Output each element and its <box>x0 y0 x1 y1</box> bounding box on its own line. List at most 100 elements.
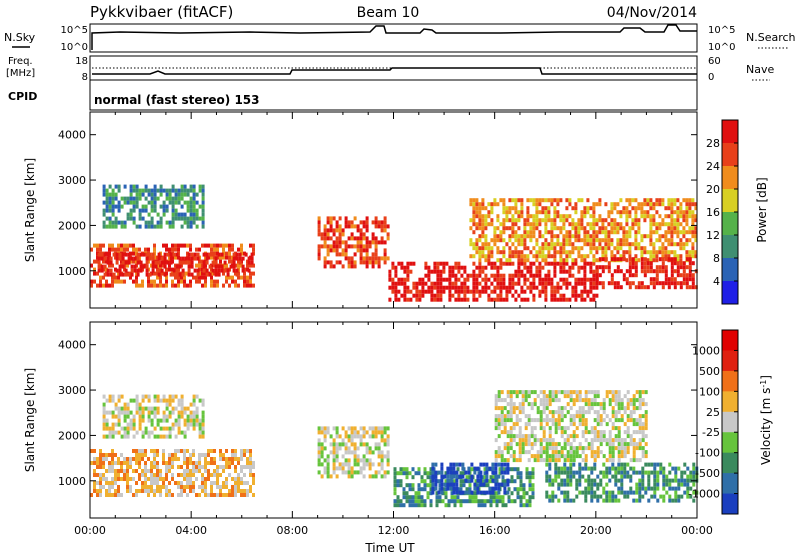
heatmap-cell <box>577 293 581 298</box>
heatmap-cell <box>688 273 692 278</box>
heatmap-cell <box>362 466 366 471</box>
heatmap-cell <box>421 285 425 290</box>
heatmap-region <box>90 449 255 497</box>
heatmap-cell <box>117 457 120 461</box>
heatmap-cell <box>574 230 578 235</box>
heatmap-cell <box>135 457 138 461</box>
heatmap-cell <box>317 438 321 443</box>
heatmap-cell <box>111 208 115 213</box>
heatmap-cell <box>529 238 533 243</box>
heatmap-cell <box>129 465 132 469</box>
heatmap-cell <box>608 418 612 423</box>
heatmap-cell <box>559 214 563 219</box>
heatmap-cell <box>631 222 635 227</box>
heatmap-cell <box>165 279 168 284</box>
heatmap-cell <box>680 470 684 475</box>
heatmap-cell <box>601 246 605 251</box>
heatmap-cell <box>517 210 521 215</box>
heatmap-cell <box>443 474 447 479</box>
heatmap-cell <box>469 238 473 243</box>
heatmap-cell <box>604 202 608 207</box>
heatmap-cell <box>481 234 485 239</box>
heatmap-cell <box>111 263 114 268</box>
heatmap-cell <box>429 467 433 472</box>
heatmap-cell <box>625 206 629 211</box>
power-ylabel: Slant Range [km] <box>23 158 37 262</box>
heatmap-cell <box>231 461 234 465</box>
heatmap-cell <box>183 453 186 457</box>
heatmap-cell <box>629 418 633 423</box>
heatmap-cell <box>589 238 593 243</box>
heatmap-cell <box>201 275 204 280</box>
heatmap-cell <box>550 218 554 223</box>
heatmap-cell <box>623 454 627 459</box>
heatmap-cell <box>478 214 482 219</box>
heatmap-cell <box>220 252 224 257</box>
heatmap-cell <box>171 453 174 457</box>
heatmap-cell <box>180 216 184 221</box>
heatmap-cell <box>632 406 636 411</box>
heatmap-cell <box>174 208 178 213</box>
heatmap-cell <box>156 196 160 201</box>
heatmap-cell <box>623 406 627 411</box>
heatmap-cell <box>365 430 369 435</box>
heatmap-cell <box>563 390 567 395</box>
heatmap-cell <box>574 238 578 243</box>
heatmap-cell <box>162 188 166 193</box>
heatmap-cell <box>661 261 665 266</box>
heatmap-cell <box>517 269 521 274</box>
heatmap-cell <box>138 247 141 252</box>
heatmap-cell <box>496 214 500 219</box>
heatmap-cell <box>593 450 597 455</box>
heatmap-cell <box>162 477 165 481</box>
heatmap-cell <box>626 402 630 407</box>
heatmap-cell <box>495 503 499 508</box>
heatmap-cell <box>578 394 582 399</box>
heatmap-cell <box>193 256 197 261</box>
heatmap-cell <box>100 256 104 261</box>
heatmap-cell <box>147 493 150 497</box>
heatmap-cell <box>129 426 133 431</box>
heatmap-cell <box>566 390 570 395</box>
heatmap-cell <box>617 462 621 467</box>
heatmap-cell <box>517 250 521 255</box>
heatmap-cell <box>598 246 602 251</box>
heatmap-cell <box>109 272 113 277</box>
heatmap-cell <box>589 206 593 211</box>
heatmap-cell <box>475 238 479 243</box>
heatmap-cell <box>610 230 614 235</box>
heatmap-cell <box>153 192 157 197</box>
heatmap-cell <box>508 218 512 223</box>
heatmap-cell <box>593 426 597 431</box>
heatmap-cell <box>520 198 524 203</box>
heatmap-cell <box>676 226 680 231</box>
heatmap-cell <box>586 230 590 235</box>
heatmap-cell <box>189 212 193 217</box>
heatmap-cell <box>135 402 139 407</box>
heatmap-cell <box>162 453 165 457</box>
heatmap-cell <box>201 184 205 189</box>
heatmap-cell <box>530 390 534 395</box>
heatmap-cell <box>667 238 671 243</box>
heatmap-cell <box>547 261 551 266</box>
heatmap-cell <box>535 214 539 219</box>
heatmap-cell <box>574 258 578 263</box>
heatmap-cell <box>317 430 321 435</box>
heatmap-cell <box>138 418 142 423</box>
heatmap-cell <box>679 246 683 251</box>
heatmap-cell <box>446 482 450 487</box>
heatmap-cell <box>371 252 375 257</box>
heatmap-cell <box>607 265 611 270</box>
heatmap-cell <box>332 248 336 253</box>
heatmap-cell <box>106 260 110 265</box>
heatmap-cell <box>150 216 154 221</box>
heatmap-cell <box>371 260 375 265</box>
heatmap-cell <box>362 434 366 439</box>
heatmap-cell <box>523 226 527 231</box>
heatmap-cell <box>641 430 645 435</box>
heatmap-cell <box>338 232 342 237</box>
heatmap-cell <box>371 426 375 431</box>
heatmap-cell <box>439 277 443 282</box>
heatmap-cell <box>584 490 588 495</box>
heatmap-cell <box>341 442 345 447</box>
